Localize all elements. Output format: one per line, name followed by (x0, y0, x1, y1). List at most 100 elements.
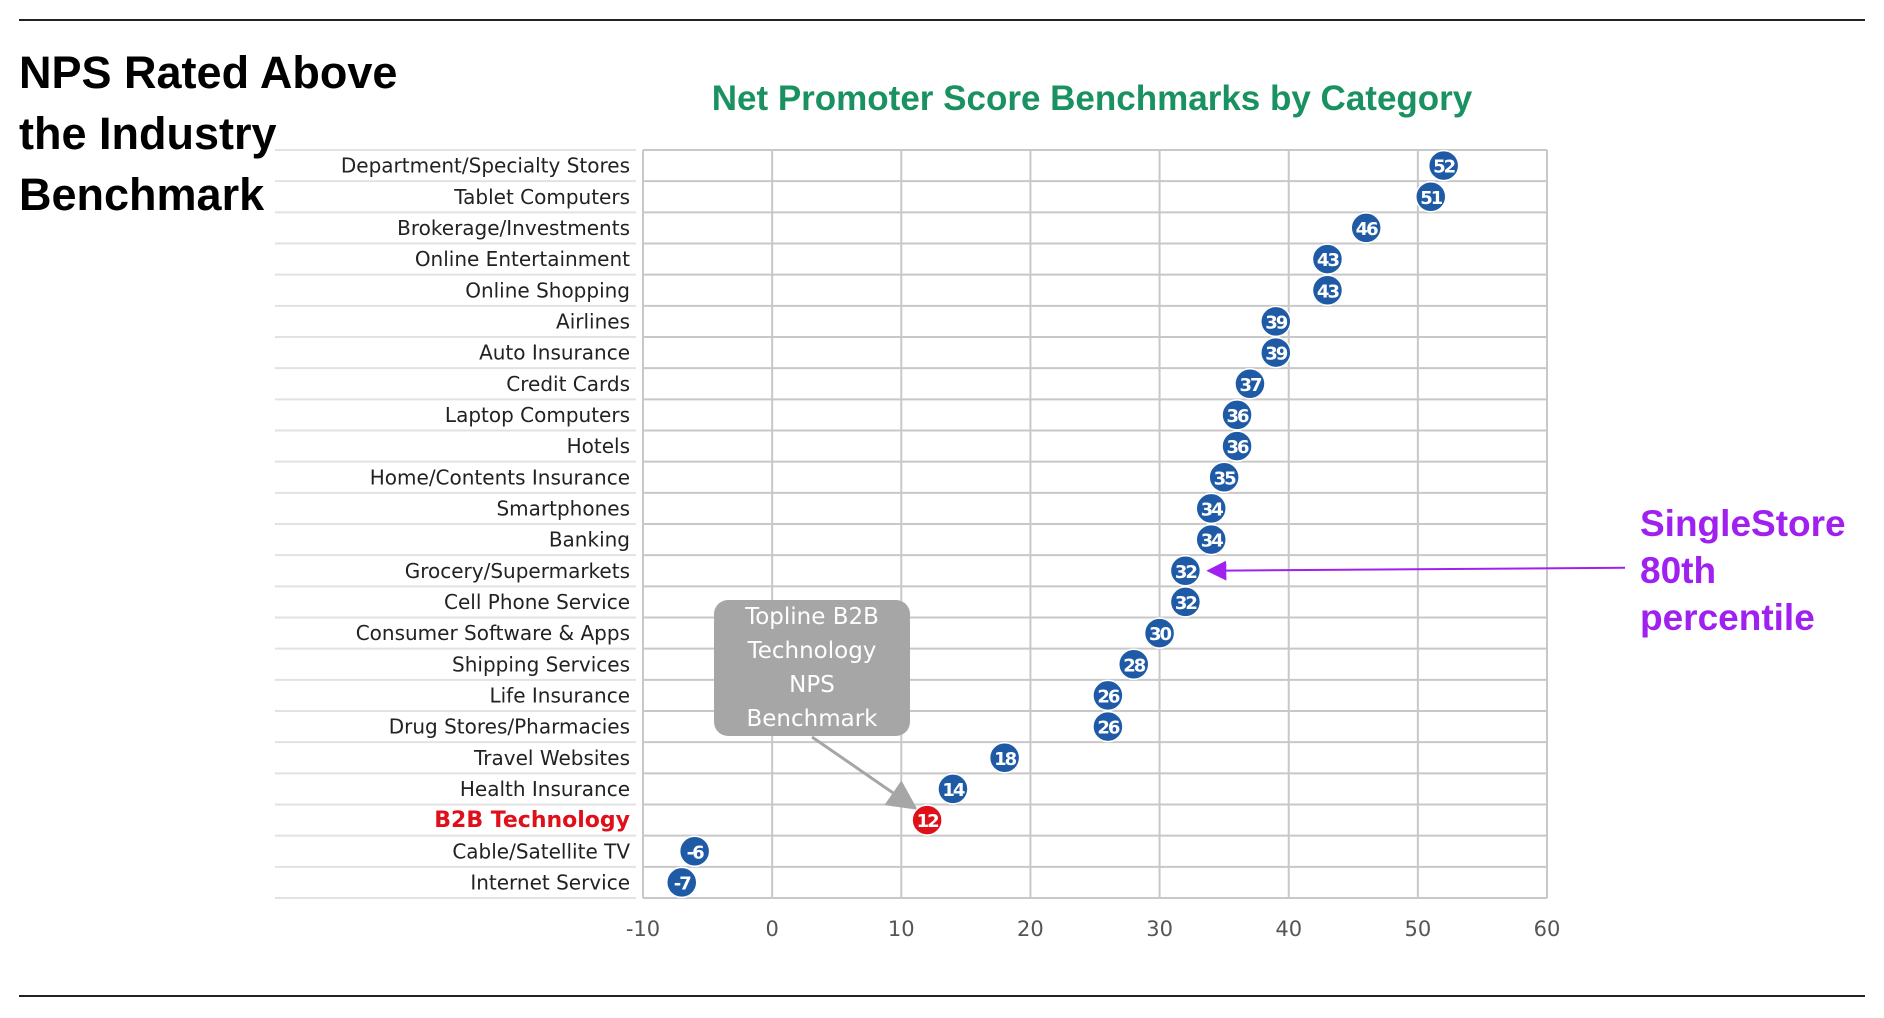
annotation-line: SingleStore (1640, 503, 1846, 544)
data-label: 46 (1356, 219, 1379, 240)
x-tick-label: 10 (888, 917, 915, 941)
bottom-rule (19, 995, 1865, 997)
category-label: Laptop Computers (445, 403, 630, 427)
data-point (1195, 492, 1227, 525)
annotation-line: 80th (1640, 550, 1717, 591)
data-point (665, 866, 698, 899)
category-label: Grocery/Supermarkets (405, 559, 630, 583)
data-point (1169, 555, 1202, 587)
data-label: 43 (1317, 281, 1340, 302)
data-label: 18 (994, 749, 1017, 770)
highlight-point (911, 804, 943, 836)
annotation-line: percentile (1640, 597, 1815, 638)
category-label: B2B Technology (434, 808, 630, 833)
category-label: Brokerage/Investments (397, 216, 630, 240)
category-label: Travel Websites (473, 746, 630, 770)
data-point (1143, 617, 1176, 649)
category-label: Online Entertainment (415, 247, 630, 271)
category-label: Consumer Software & Apps (356, 621, 630, 645)
data-point (937, 773, 969, 805)
x-tick-label: 30 (1146, 917, 1173, 941)
data-point (1092, 710, 1124, 743)
data-label: 34 (1201, 499, 1224, 520)
callout-line: Topline B2B (745, 604, 879, 630)
category-label: Drug Stores/Pharmacies (389, 715, 630, 739)
data-label: 26 (1097, 686, 1120, 707)
gridlines (642, 149, 1548, 899)
x-tick-label: 40 (1275, 917, 1302, 941)
data-point (678, 835, 711, 867)
category-label: Life Insurance (489, 683, 630, 707)
slide-title-line: the Industry (19, 108, 277, 159)
data-point (1195, 523, 1227, 556)
data-point (1311, 274, 1344, 306)
data-point (1427, 149, 1460, 182)
data-point (1117, 648, 1150, 680)
slide-title-line: Benchmark (19, 169, 265, 220)
row-bands (275, 149, 636, 899)
top-rule (19, 19, 1865, 21)
data-label: -6 (687, 842, 704, 863)
category-label: Home/Contents Insurance (370, 465, 630, 489)
data-label: -7 (674, 873, 691, 894)
data-point (1221, 430, 1253, 462)
category-label: Department/Specialty Stores (341, 154, 630, 178)
x-axis-ticks: -10 0 10 20 30 40 50 60 (626, 917, 1561, 941)
slide-title-line: NPS Rated Above (19, 47, 398, 98)
x-tick-label: 60 (1534, 917, 1561, 941)
data-label: 39 (1265, 312, 1288, 333)
category-label: Internet Service (470, 870, 630, 894)
category-label: Online Shopping (465, 278, 630, 302)
data-label: 36 (1227, 406, 1250, 427)
x-tick-label: -10 (626, 917, 660, 941)
data-label: 37 (1239, 375, 1262, 396)
callout-text: Topline B2B Technology NPS Benchmark (737, 600, 887, 736)
data-label: 14 (942, 780, 965, 801)
callout-arrow (811, 735, 918, 810)
data-point (1221, 399, 1253, 431)
data-label: 36 (1227, 437, 1250, 458)
category-label: Auto Insurance (479, 341, 630, 365)
data-label: 35 (1214, 468, 1237, 489)
data-label: 30 (1149, 624, 1172, 645)
data-point (1350, 212, 1382, 244)
category-label: Shipping Services (452, 652, 630, 676)
data-label: 26 (1097, 718, 1120, 739)
category-label: Tablet Computers (453, 185, 630, 209)
data-label: 51 (1420, 188, 1443, 209)
data-point (1208, 461, 1240, 493)
data-point (1092, 679, 1124, 712)
category-label: Airlines (556, 309, 630, 333)
singlestore-arrow (1206, 560, 1626, 581)
data-points: 5251464343393937363635343432323028262618… (665, 149, 1460, 899)
data-label: 34 (1201, 531, 1224, 552)
data-label: 28 (1123, 655, 1146, 676)
data-point (1260, 336, 1292, 369)
data-label: 32 (1175, 562, 1197, 583)
data-label: 52 (1433, 157, 1455, 178)
category-labels: Department/Specialty Stores Tablet Comput… (341, 154, 630, 895)
category-label: Hotels (567, 434, 630, 458)
data-point (1415, 181, 1447, 213)
category-label: Smartphones (496, 496, 630, 520)
data-point (1169, 586, 1202, 618)
chart-title: Net Promoter Score Benchmarks by Categor… (712, 79, 1473, 118)
category-label: Health Insurance (460, 777, 630, 801)
data-label: 32 (1175, 593, 1197, 614)
data-label: 43 (1317, 250, 1340, 271)
category-label: Cable/Satellite TV (452, 839, 630, 863)
data-label: 12 (917, 811, 939, 832)
data-point (1234, 368, 1266, 400)
category-label: Credit Cards (506, 372, 630, 396)
callout-line: NPS (789, 672, 835, 698)
category-label: Cell Phone Service (444, 590, 630, 614)
annotation-arrows (811, 560, 1626, 810)
x-tick-label: 50 (1404, 917, 1431, 941)
x-tick-label: 0 (765, 917, 778, 941)
data-point (988, 742, 1021, 774)
singlestore-percentile-annotation: SingleStore 80th percentile (1640, 500, 1880, 641)
callout-line: Technology (747, 638, 877, 664)
callout-line: Benchmark (746, 706, 878, 732)
b2b-benchmark-callout: Topline B2B Technology NPS Benchmark (714, 600, 910, 736)
